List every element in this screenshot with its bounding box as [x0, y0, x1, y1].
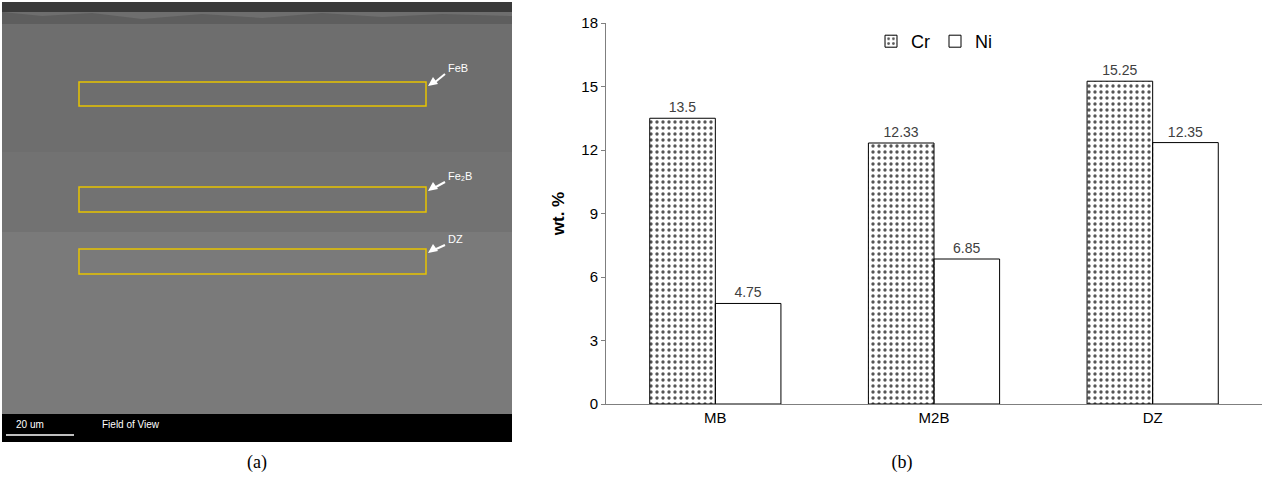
svg-text:DZ: DZ [448, 233, 463, 245]
html-text:(a): (a) [247, 452, 267, 472]
svg-text:15: 15 [581, 78, 598, 95]
svg-text:0: 0 [590, 395, 598, 412]
svg-text:Field of View: Field of View [102, 419, 160, 430]
svg-text:12.35: 12.35 [1168, 124, 1203, 140]
svg-text:9: 9 [590, 205, 598, 222]
svg-text:15.25: 15.25 [1102, 62, 1137, 78]
svg-text:3: 3 [590, 332, 598, 349]
svg-text:6: 6 [590, 268, 598, 285]
svg-text:wt. %: wt. % [549, 192, 568, 236]
svg-text:12: 12 [581, 141, 598, 158]
svg-text:Ni: Ni [975, 32, 992, 52]
svg-text:4.75: 4.75 [734, 284, 761, 300]
svg-text:6.85: 6.85 [953, 240, 980, 256]
svg-text:18: 18 [581, 14, 598, 31]
svg-text:13.5: 13.5 [669, 99, 696, 115]
svg-text:12.33: 12.33 [884, 124, 919, 140]
svg-text:MB: MB [704, 409, 727, 426]
svg-text:Fe₂B: Fe₂B [448, 170, 472, 182]
svg-text:FeB: FeB [448, 62, 468, 74]
svg-text:M2B: M2B [919, 409, 950, 426]
svg-text:20 um: 20 um [16, 419, 44, 430]
html-text:(b): (b) [891, 452, 913, 472]
svg-text:DZ: DZ [1143, 409, 1163, 426]
svg-text:Cr: Cr [911, 32, 930, 52]
